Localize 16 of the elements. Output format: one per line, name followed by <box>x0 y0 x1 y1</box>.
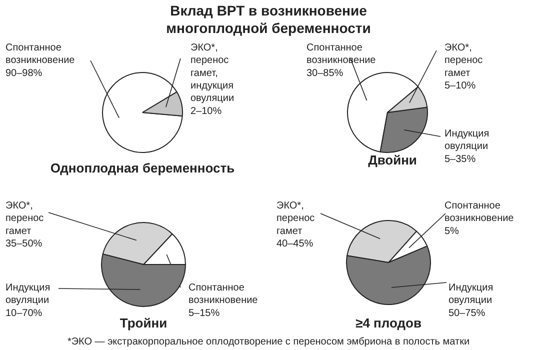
slice-label: Спонтанное возникновение 5–15% <box>188 282 258 319</box>
text: Двойни <box>368 152 417 168</box>
slice-label: Индукция овуляции 50–75% <box>448 282 494 319</box>
slice-label: Спонтанное возникновение 90–98% <box>6 42 76 79</box>
text: *ЭКО — экстракорпоральное оплодотворение с переносом эмбриона в полость матки <box>67 336 470 348</box>
text: ≥4 плодов <box>356 316 422 330</box>
slice-label: Индукция овуляции 5–35% <box>444 128 490 165</box>
slice-label: Индукция овуляции 10–70% <box>6 282 50 319</box>
slice-label: ЭКО*, перенос гамет 35–50% <box>6 200 44 250</box>
text: Вклад ВРТ в возникновение многоплодной беременности <box>166 2 371 36</box>
text: Тройни <box>120 316 168 330</box>
slice-label: ЭКО*, перенос гамет, индукция овуляции 2–10% <box>190 42 234 117</box>
text: Одноплодная беременность <box>50 160 235 176</box>
slice-label: Спонтанное возникновение 5% <box>444 200 514 237</box>
slice-label: ЭКО*, перенос гамет 40–45% <box>276 200 315 250</box>
slice-label: ЭКО*, перенос гамет 5–10% <box>444 42 483 92</box>
